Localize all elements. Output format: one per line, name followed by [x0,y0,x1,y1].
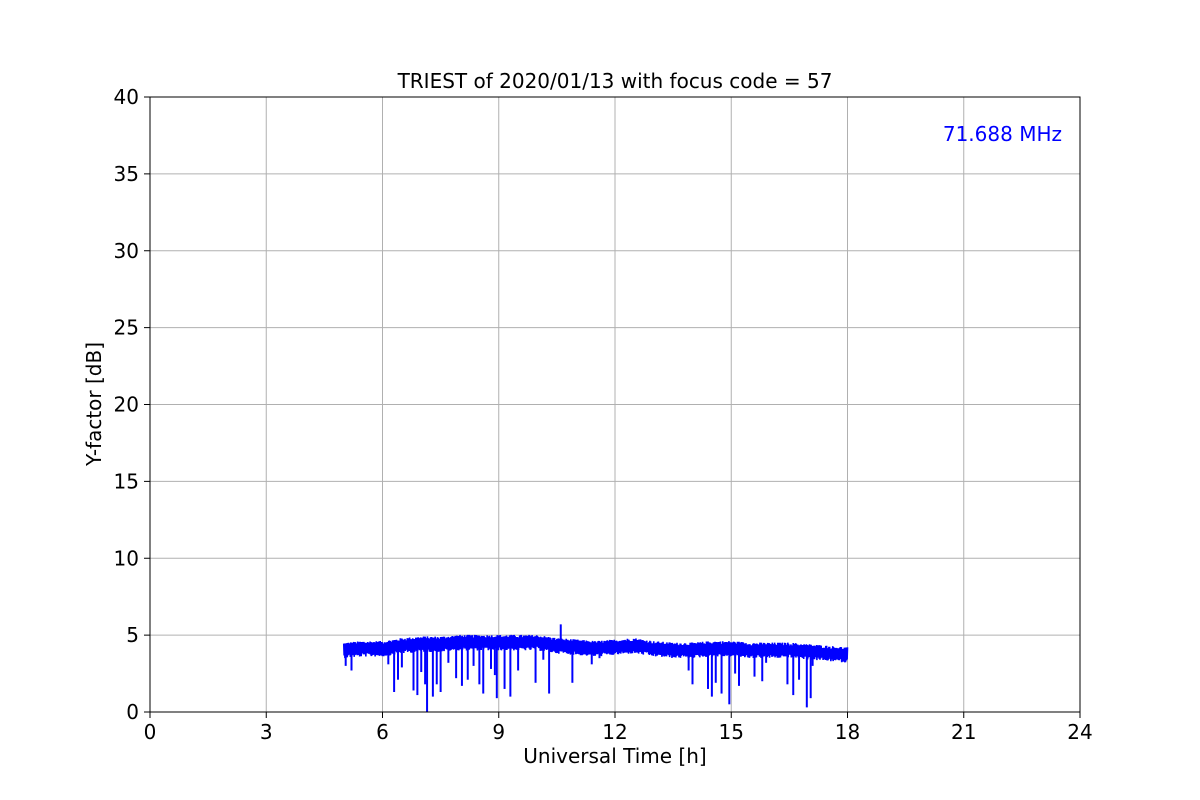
y-tick-label: 15 [114,469,139,493]
y-tick-label: 35 [114,162,139,186]
ticks: 0 3 6 9 12 15 18 21 24 0 5 10 15 20 25 30 35 40 [114,85,1093,744]
x-tick-label: 6 [376,720,389,744]
x-tick-label: 0 [144,720,157,744]
frequency-annotation: 71.688 MHz [943,122,1062,146]
x-tick-label: 3 [260,720,273,744]
x-tick-label: 15 [719,720,744,744]
y-tick-label: 10 [114,546,139,570]
y-tick-label: 40 [114,85,139,109]
y-tick-label: 0 [126,700,139,724]
chart-title: TRIEST of 2020/01/13 with focus code = 5… [397,69,833,93]
x-tick-label: 24 [1067,720,1092,744]
y-tick-label: 20 [114,393,139,417]
grid [149,96,1081,713]
x-tick-label: 18 [835,720,860,744]
y-tick-label: 25 [114,316,139,340]
x-tick-label: 12 [602,720,627,744]
x-axis-label: Universal Time [h] [523,744,706,768]
y-tick-label: 5 [126,623,139,647]
y-tick-label: 30 [114,239,139,263]
y-axis-label: Y-factor [dB] [82,342,106,467]
x-tick-label: 9 [492,720,505,744]
series-layer [342,624,849,712]
x-tick-label: 21 [951,720,976,744]
